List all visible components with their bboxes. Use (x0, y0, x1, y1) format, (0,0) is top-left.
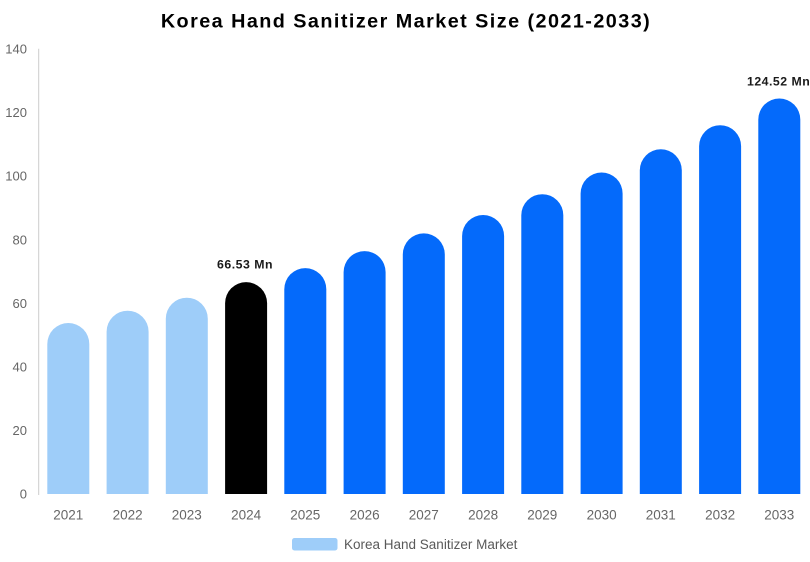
svg-text:2027: 2027 (409, 507, 439, 522)
svg-text:2021: 2021 (53, 507, 83, 522)
svg-text:2025: 2025 (290, 507, 320, 522)
svg-text:2029: 2029 (527, 507, 557, 522)
svg-text:2033: 2033 (764, 507, 794, 522)
svg-text:20: 20 (13, 423, 27, 438)
svg-text:100: 100 (5, 169, 27, 184)
svg-text:80: 80 (13, 232, 27, 247)
svg-text:2030: 2030 (587, 507, 617, 522)
svg-text:0: 0 (20, 487, 27, 502)
svg-text:2031: 2031 (646, 507, 676, 522)
svg-text:124.52 Mn: 124.52 Mn (747, 75, 810, 89)
svg-text:66.53 Mn: 66.53 Mn (217, 257, 273, 271)
svg-text:140: 140 (5, 42, 27, 57)
svg-text:2024: 2024 (231, 507, 262, 522)
svg-text:Korea Hand Sanitizer Market Si: Korea Hand Sanitizer Market Size (2021-2… (161, 11, 651, 33)
svg-text:40: 40 (13, 360, 27, 375)
svg-text:2032: 2032 (705, 507, 735, 522)
svg-text:2026: 2026 (350, 507, 380, 522)
svg-text:2023: 2023 (172, 507, 202, 522)
svg-text:2022: 2022 (113, 507, 143, 522)
svg-text:120: 120 (5, 105, 27, 120)
svg-text:2028: 2028 (468, 507, 498, 522)
svg-text:Korea Hand Sanitizer Market: Korea Hand Sanitizer Market (344, 537, 518, 552)
svg-text:60: 60 (13, 296, 27, 311)
